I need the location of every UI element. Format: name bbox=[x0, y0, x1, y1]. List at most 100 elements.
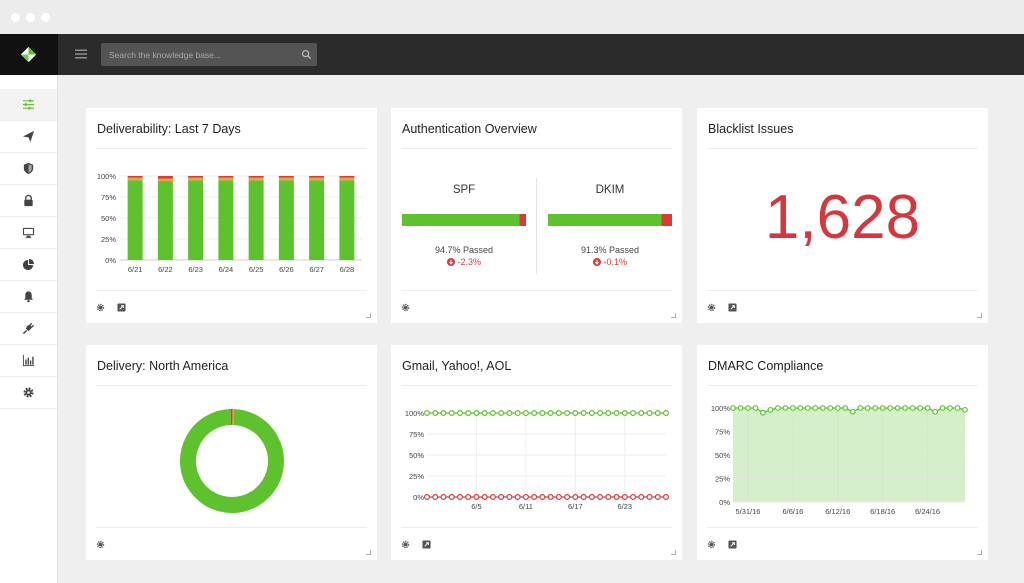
plug-icon bbox=[22, 322, 35, 335]
y-tick-label: 50% bbox=[715, 451, 730, 460]
send-icon bbox=[22, 130, 35, 143]
y-tick-label: 25% bbox=[409, 472, 424, 481]
sidebar-item-reports[interactable] bbox=[0, 249, 57, 281]
gear-icon[interactable] bbox=[401, 303, 410, 312]
down-arrow-icon bbox=[592, 258, 601, 266]
card-footer bbox=[401, 540, 431, 549]
bell-icon bbox=[23, 291, 34, 303]
open-report-icon[interactable] bbox=[728, 540, 737, 549]
y-tick-label: 25% bbox=[101, 235, 116, 244]
bar-segment bbox=[248, 177, 264, 181]
resize-handle[interactable] bbox=[671, 313, 676, 318]
resize-handle[interactable] bbox=[366, 313, 371, 318]
card-title: Blacklist Issues bbox=[708, 122, 794, 136]
y-tick-label: 0% bbox=[719, 498, 730, 507]
sidebar-item-lock[interactable] bbox=[0, 185, 57, 217]
x-tick-label: 6/22 bbox=[158, 265, 173, 274]
data-point bbox=[939, 405, 946, 411]
y-tick-label: 50% bbox=[409, 451, 424, 460]
window-close-button[interactable] bbox=[11, 13, 20, 22]
down-arrow-icon bbox=[446, 258, 455, 266]
card-footer bbox=[401, 303, 410, 312]
data-point bbox=[909, 405, 916, 411]
data-point bbox=[962, 406, 968, 413]
x-tick-label: 6/23 bbox=[617, 502, 632, 511]
bar-segment bbox=[309, 176, 325, 178]
resize-handle[interactable] bbox=[671, 550, 676, 555]
y-tick-label: 100% bbox=[711, 404, 731, 413]
data-point bbox=[456, 493, 463, 500]
y-tick-label: 50% bbox=[101, 214, 116, 223]
sidebar-item-settings[interactable] bbox=[0, 377, 57, 409]
window-zoom-button[interactable] bbox=[41, 13, 50, 22]
data-point bbox=[663, 493, 670, 500]
data-point bbox=[514, 493, 521, 500]
data-point bbox=[932, 408, 938, 415]
resize-handle[interactable] bbox=[366, 550, 371, 555]
blacklist-count: 1,628 bbox=[764, 183, 921, 252]
data-point bbox=[894, 405, 901, 411]
sidebar-item-monitor[interactable] bbox=[0, 217, 57, 249]
y-tick-label: 100% bbox=[405, 409, 425, 418]
card-divider bbox=[96, 385, 367, 386]
gear-icon[interactable] bbox=[401, 540, 410, 549]
data-point bbox=[638, 409, 645, 417]
bar-segment bbox=[278, 176, 294, 178]
open-report-icon[interactable] bbox=[728, 303, 737, 312]
data-point bbox=[654, 409, 661, 417]
gear-icon[interactable] bbox=[707, 303, 716, 312]
bar-segment bbox=[218, 180, 234, 260]
data-point bbox=[917, 405, 923, 411]
sidebar-item-analytics[interactable] bbox=[0, 345, 57, 377]
data-point bbox=[440, 409, 447, 417]
x-tick-label: 6/5 bbox=[471, 502, 481, 511]
card-divider bbox=[707, 148, 978, 149]
dkim-label: DKIM bbox=[595, 184, 625, 196]
open-report-icon[interactable] bbox=[422, 540, 431, 549]
gear-icon[interactable] bbox=[707, 540, 716, 549]
data-point bbox=[506, 493, 513, 500]
data-point bbox=[924, 405, 931, 411]
card-title: Gmail, Yahoo!, AOL bbox=[402, 359, 512, 373]
spf-change-value: -2.3% bbox=[457, 257, 482, 267]
sidebar-item-send[interactable] bbox=[0, 121, 57, 153]
y-tick-label: 0% bbox=[105, 256, 116, 265]
x-tick-label: 6/26 bbox=[279, 265, 294, 274]
x-tick-label: 6/24 bbox=[219, 265, 234, 274]
data-point bbox=[775, 405, 781, 411]
card-footer bbox=[707, 540, 737, 549]
data-point bbox=[872, 405, 879, 411]
card-footer bbox=[96, 540, 105, 549]
sidebar-item-shield[interactable] bbox=[0, 153, 57, 185]
bar-segment bbox=[218, 177, 234, 181]
data-point bbox=[819, 405, 826, 411]
donut-slice bbox=[180, 409, 284, 513]
sidebar-item-alerts[interactable] bbox=[0, 281, 57, 313]
search-icon[interactable] bbox=[301, 49, 312, 60]
data-point bbox=[465, 493, 472, 500]
bar-segment bbox=[309, 180, 325, 260]
data-point bbox=[804, 405, 811, 411]
gear-icon[interactable] bbox=[96, 540, 105, 549]
data-point bbox=[481, 493, 488, 500]
x-tick-label: 6/27 bbox=[309, 265, 324, 274]
data-point bbox=[760, 409, 766, 416]
data-point bbox=[424, 409, 431, 417]
window-minimize-button[interactable] bbox=[26, 13, 35, 22]
data-point bbox=[782, 405, 789, 411]
card-title: Deliverability: Last 7 Days bbox=[97, 122, 241, 136]
card-title: Authentication Overview bbox=[402, 122, 537, 136]
spf-progress-bar bbox=[402, 214, 526, 226]
menu-toggle-icon[interactable] bbox=[74, 47, 88, 61]
card-divider bbox=[707, 527, 978, 528]
sidebar-item-integrations[interactable] bbox=[0, 313, 57, 345]
spf-change: -2.3% bbox=[402, 257, 526, 267]
resize-handle[interactable] bbox=[977, 550, 982, 555]
app-logo[interactable] bbox=[0, 34, 58, 75]
bar-segment bbox=[278, 177, 294, 181]
search-input[interactable] bbox=[101, 43, 297, 66]
sidebar-item-dashboard[interactable] bbox=[0, 89, 57, 121]
resize-handle[interactable] bbox=[977, 313, 982, 318]
gear-icon[interactable] bbox=[96, 303, 105, 312]
open-report-icon[interactable] bbox=[117, 303, 126, 312]
